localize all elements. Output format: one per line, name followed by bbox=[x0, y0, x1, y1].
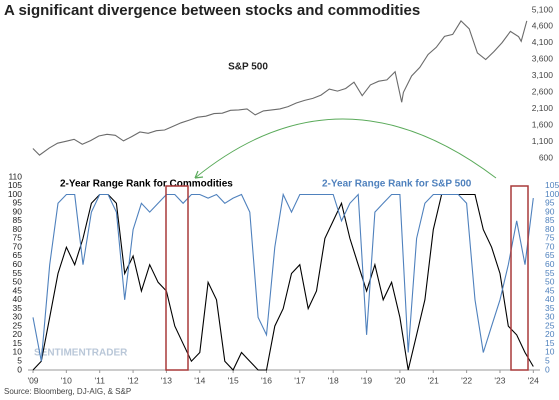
y-tick-label: 3,600 bbox=[532, 54, 554, 64]
plot-area: 6001,1001,6002,1002,6003,1003,6004,1004,… bbox=[8, 4, 559, 385]
y-tick-label: 95 bbox=[13, 198, 23, 208]
y2-tick-label: 90 bbox=[545, 206, 555, 216]
y-tick-label: 105 bbox=[8, 180, 22, 190]
x-tick-label: '17 bbox=[294, 375, 305, 385]
y-tick-label: 30 bbox=[13, 312, 23, 322]
y-tick-label: 1,600 bbox=[532, 120, 554, 130]
watermark: SENTIMENTRADER bbox=[34, 348, 128, 359]
y-tick-label: 35 bbox=[13, 303, 23, 313]
y2-tick-label: 70 bbox=[545, 241, 555, 251]
x-tick-label: '23 bbox=[494, 375, 505, 385]
y2-tick-label: 45 bbox=[545, 285, 555, 295]
y2-tick-label: 95 bbox=[545, 198, 555, 208]
y-tick-label: 3,100 bbox=[532, 70, 554, 80]
y2-tick-label: 80 bbox=[545, 224, 555, 234]
y-tick-label: 20 bbox=[13, 329, 23, 339]
y-tick-label: 600 bbox=[539, 153, 553, 163]
series-label: 2-Year Range Rank for Commodities bbox=[60, 179, 233, 190]
x-tick-label: '16 bbox=[261, 375, 272, 385]
y-tick-label: 75 bbox=[13, 233, 23, 243]
x-tick-label: '11 bbox=[94, 375, 105, 385]
y2-tick-label: 65 bbox=[545, 250, 555, 260]
y-tick-label: 50 bbox=[13, 277, 23, 287]
series-label: S&P 500 bbox=[228, 62, 268, 73]
x-tick-label: '24 bbox=[528, 375, 539, 385]
y2-tick-label: 35 bbox=[545, 303, 555, 313]
y2-tick-label: 0 bbox=[545, 364, 550, 374]
arrow-arc bbox=[194, 118, 497, 179]
y-tick-label: 15 bbox=[13, 338, 23, 348]
y-tick-label: 2,600 bbox=[532, 87, 554, 97]
x-tick-label: '13 bbox=[161, 375, 172, 385]
y-tick-label: 5,100 bbox=[532, 4, 554, 14]
series-line bbox=[32, 192, 534, 362]
y2-tick-label: 55 bbox=[545, 268, 555, 278]
x-tick-label: '20 bbox=[394, 375, 405, 385]
y-tick-label: 2,100 bbox=[532, 103, 554, 113]
y2-tick-label: 30 bbox=[545, 312, 555, 322]
y2-tick-label: 60 bbox=[545, 259, 555, 269]
y-tick-label: 4,100 bbox=[532, 37, 554, 47]
y-tick-label: 90 bbox=[13, 206, 23, 216]
arrow-head bbox=[194, 170, 204, 179]
x-tick-label: '14 bbox=[194, 375, 205, 385]
y2-tick-label: 105 bbox=[545, 180, 559, 190]
y-tick-label: 55 bbox=[13, 268, 23, 278]
y2-tick-label: 10 bbox=[545, 347, 555, 357]
y-tick-label: 110 bbox=[8, 171, 22, 181]
y-tick-label: 65 bbox=[13, 250, 23, 260]
y-tick-label: 0 bbox=[17, 364, 22, 374]
series-label: 2-Year Range Rank for S&P 500 bbox=[322, 179, 472, 190]
x-tick-label: '15 bbox=[228, 375, 239, 385]
y-tick-label: 4,600 bbox=[532, 21, 554, 31]
x-tick-label: '19 bbox=[361, 375, 372, 385]
series-line bbox=[32, 20, 528, 156]
y-tick-label: 45 bbox=[13, 285, 23, 295]
y2-tick-label: 5 bbox=[545, 355, 550, 365]
y2-tick-label: 40 bbox=[545, 294, 555, 304]
x-tick-label: '21 bbox=[428, 375, 439, 385]
y-tick-label: 40 bbox=[13, 294, 23, 304]
y-tick-label: 60 bbox=[13, 259, 23, 269]
y-tick-label: 10 bbox=[13, 347, 23, 357]
chart-title: A significant divergence between stocks … bbox=[4, 2, 420, 19]
source-note: Source: Bloomberg, DJ-AIG, & S&P bbox=[4, 387, 131, 396]
x-tick-label: '18 bbox=[328, 375, 339, 385]
x-tick-label: '12 bbox=[128, 375, 139, 385]
y2-tick-label: 20 bbox=[545, 329, 555, 339]
y-tick-label: 5 bbox=[17, 355, 22, 365]
y-tick-label: 100 bbox=[8, 189, 22, 199]
y2-tick-label: 75 bbox=[545, 233, 555, 243]
y2-tick-label: 15 bbox=[545, 338, 555, 348]
series-line bbox=[32, 193, 534, 371]
y-tick-label: 80 bbox=[13, 224, 23, 234]
y-tick-label: 85 bbox=[13, 215, 23, 225]
highlight-box bbox=[165, 185, 189, 371]
x-tick-label: '10 bbox=[61, 375, 72, 385]
y2-tick-label: 100 bbox=[545, 189, 559, 199]
y2-tick-label: 50 bbox=[545, 277, 555, 287]
y-tick-label: 70 bbox=[13, 241, 23, 251]
highlight-box bbox=[510, 185, 529, 371]
x-tick-label: '09 bbox=[27, 375, 38, 385]
y-tick-label: 25 bbox=[13, 320, 23, 330]
x-tick-label: '22 bbox=[461, 375, 472, 385]
y2-tick-label: 85 bbox=[545, 215, 555, 225]
y2-tick-label: 25 bbox=[545, 320, 555, 330]
y-tick-label: 1,100 bbox=[532, 136, 554, 146]
